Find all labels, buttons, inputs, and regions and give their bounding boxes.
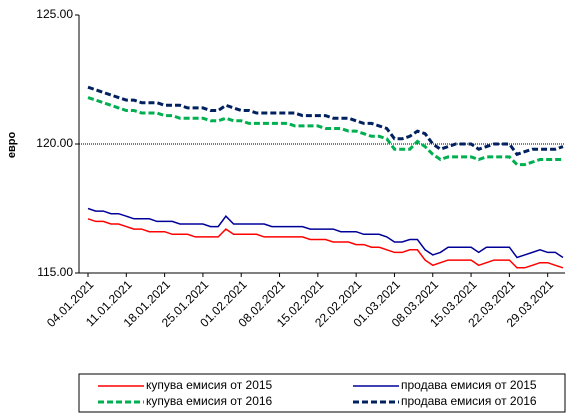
y-tick-label: 125.00 xyxy=(36,7,73,21)
legend-label: купува емисия от 2015 xyxy=(146,378,273,392)
series-line xyxy=(87,218,564,269)
y-axis-label: евро xyxy=(6,132,18,159)
y-tick-label: 120.00 xyxy=(36,136,73,150)
series-line xyxy=(87,207,564,259)
legend-label: продава емисия от 2015 xyxy=(401,378,537,392)
series-line xyxy=(87,85,564,157)
series-line xyxy=(87,96,563,167)
legend-label: купува емисия от 2016 xyxy=(146,394,273,408)
legend-label: продава емисия от 2016 xyxy=(401,394,537,408)
legend-box xyxy=(78,373,566,413)
y-tick-label: 115.00 xyxy=(37,265,73,279)
